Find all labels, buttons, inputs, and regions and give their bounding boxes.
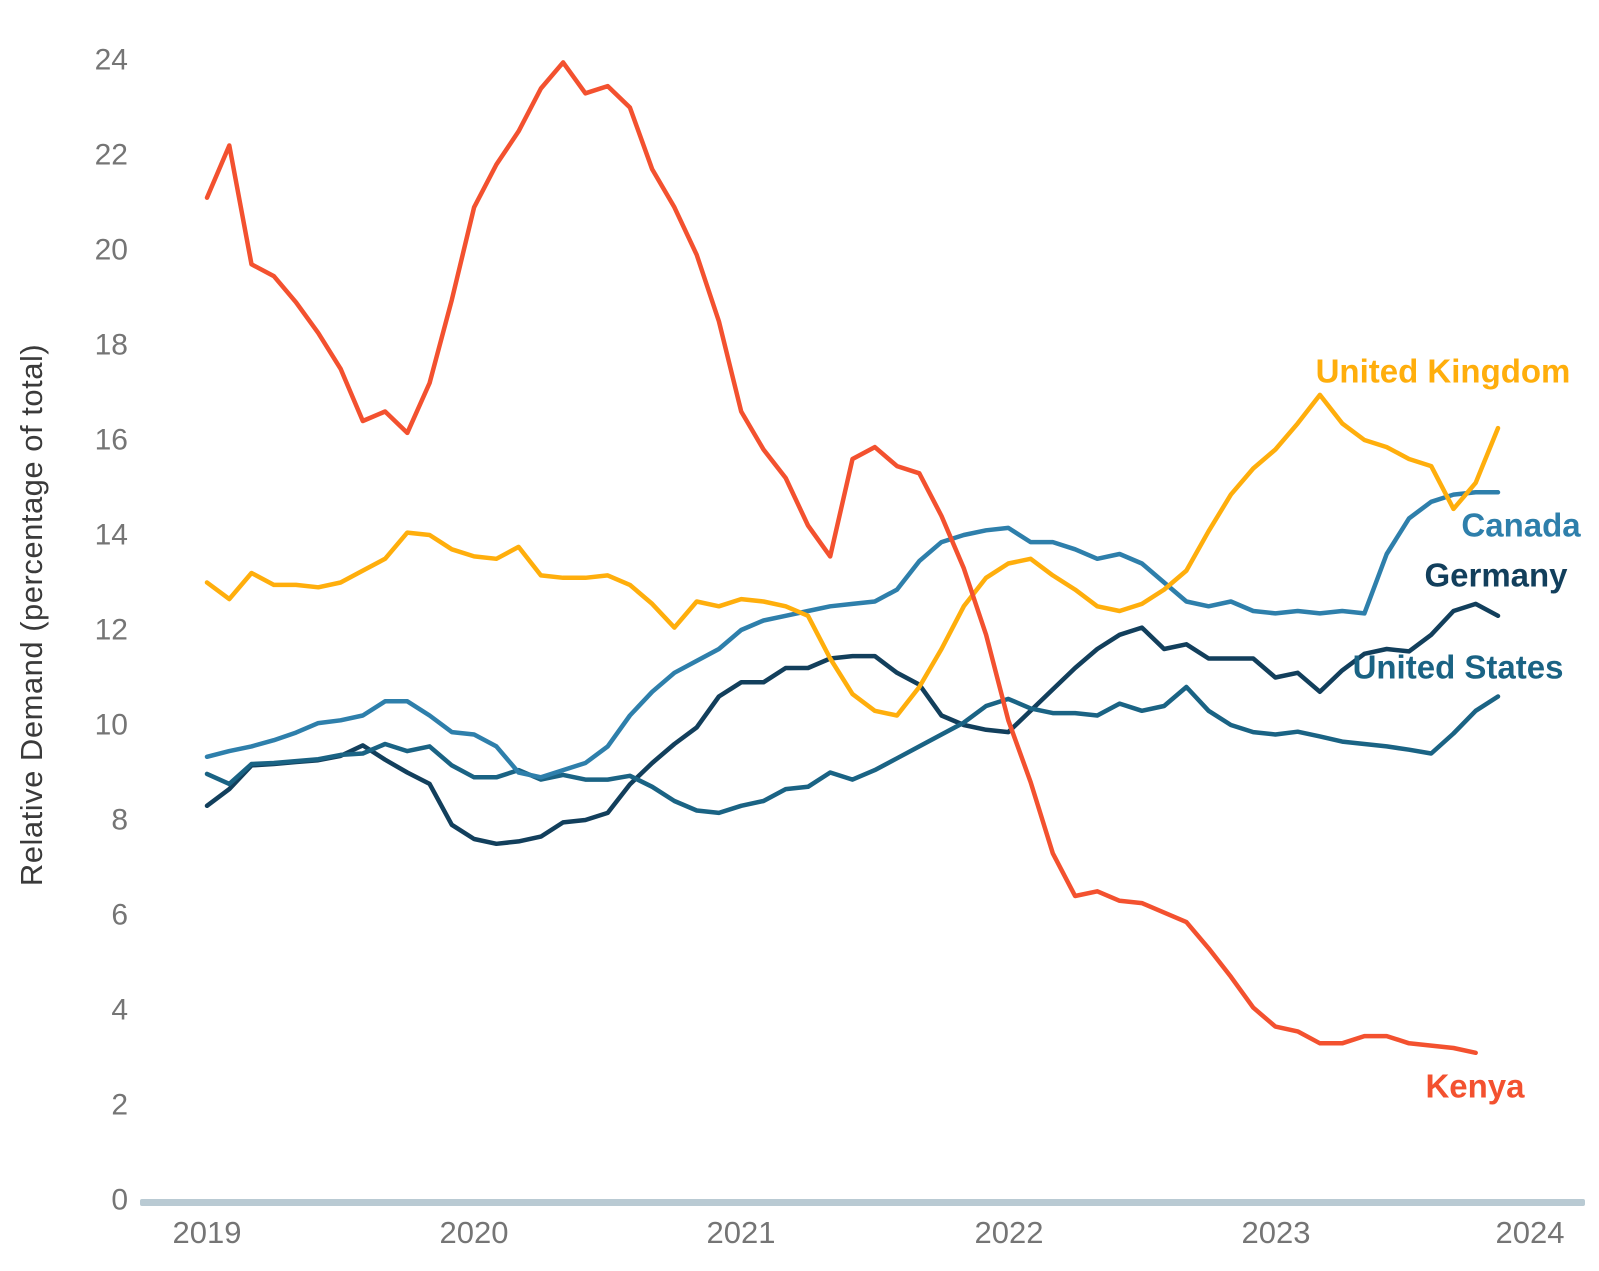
series-label-kenya: Kenya [1425,1068,1525,1105]
kenya-line [204,60,1478,1056]
x-tick-label: 2019 [173,1215,242,1250]
y-tick-label: 16 [95,424,128,457]
y-tick-label: 18 [95,329,128,362]
united-kingdom-line [204,392,1501,718]
canada-line [204,490,1501,780]
y-tick-label: 12 [95,614,128,647]
y-tick-label: 20 [95,234,128,267]
series-label-united-kingdom: United Kingdom [1316,353,1571,390]
x-tick-label: 2022 [975,1215,1044,1250]
y-tick-label: 8 [111,804,128,837]
series-label-canada: Canada [1461,507,1581,544]
x-tick-label: 2020 [440,1215,509,1250]
y-tick-label: 24 [95,44,128,77]
y-tick-label: 10 [95,709,128,742]
y-tick-label: 6 [111,899,128,932]
germany-line [204,601,1501,847]
y-tick-label: 14 [95,519,128,552]
x-tick-label: 2023 [1242,1215,1311,1250]
x-axis-line [140,1199,1585,1206]
y-tick-label: 4 [111,994,128,1027]
series-label-united-states: United States [1353,649,1564,686]
y-tick-label: 22 [95,139,128,172]
y-tick-label: 0 [111,1184,128,1217]
x-tick-label: 2024 [1496,1215,1565,1250]
x-tick-label: 2021 [707,1215,776,1250]
united-states-line [204,684,1501,816]
series-label-germany: Germany [1424,557,1568,594]
y-tick-label: 2 [111,1089,128,1122]
